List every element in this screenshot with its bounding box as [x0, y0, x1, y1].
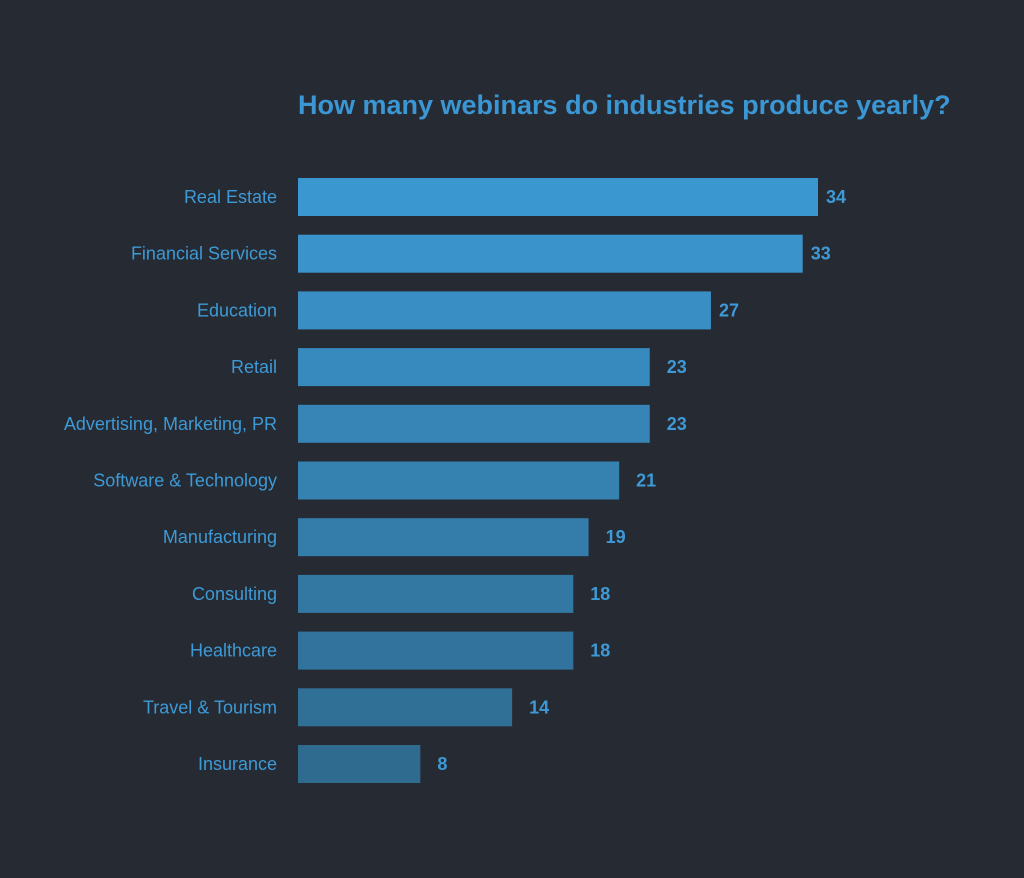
category-label: Healthcare: [190, 641, 277, 661]
bar: [298, 178, 818, 216]
value-label: 34: [826, 187, 846, 207]
value-label: 18: [590, 641, 610, 661]
category-label: Software & Technology: [93, 471, 277, 491]
value-label: 33: [811, 244, 831, 264]
bar: [298, 631, 574, 670]
value-label: 19: [606, 527, 626, 547]
bar: [298, 291, 711, 330]
category-label: Real Estate: [184, 187, 277, 207]
category-label: Travel & Tourism: [143, 697, 277, 717]
bar: [298, 574, 574, 613]
value-label: 18: [590, 584, 610, 604]
value-label: 14: [529, 697, 549, 717]
bar: [298, 234, 803, 273]
value-label: 21: [636, 471, 656, 491]
chart-title: How many webinars do industries produce …: [298, 90, 951, 120]
value-label: 27: [719, 300, 739, 320]
category-label: Manufacturing: [163, 527, 277, 547]
category-label: Education: [197, 300, 277, 320]
bar: [298, 688, 513, 727]
category-label: Retail: [231, 357, 277, 377]
value-label: 8: [437, 754, 447, 774]
category-label: Consulting: [192, 584, 277, 604]
value-label: 23: [667, 357, 687, 377]
bar: [298, 348, 650, 387]
category-label: Advertising, Marketing, PR: [64, 414, 277, 434]
bar: [298, 745, 421, 783]
category-label: Financial Services: [131, 244, 277, 264]
value-label: 23: [667, 414, 687, 434]
category-label: Insurance: [198, 754, 277, 774]
bar: [298, 461, 620, 500]
bar: [298, 518, 589, 557]
bar: [298, 404, 650, 443]
